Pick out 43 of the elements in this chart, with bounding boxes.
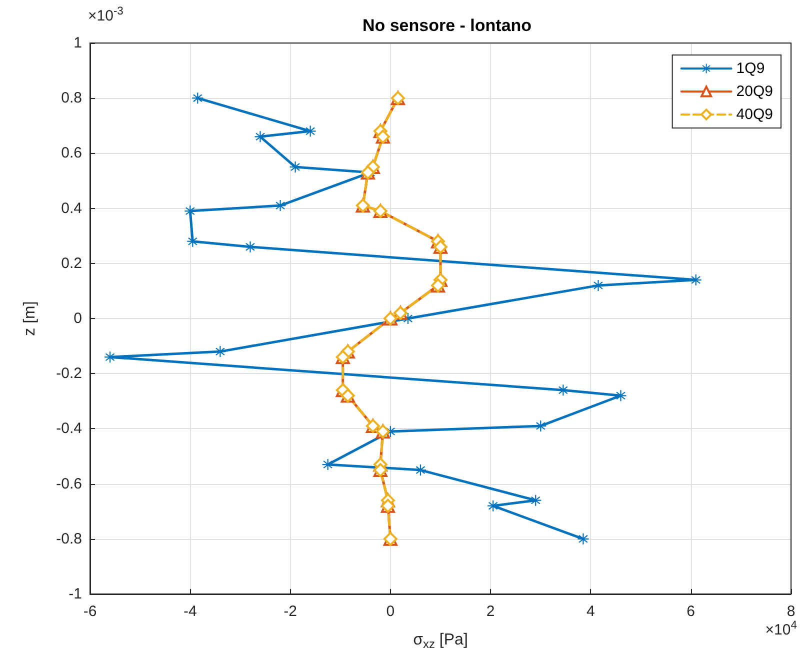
y-tick-label: -0.4 (56, 420, 82, 438)
x-tick-label: 4 (586, 603, 595, 620)
point (254, 131, 266, 142)
x-tick-label: -6 (83, 603, 97, 620)
point (290, 161, 301, 172)
point (615, 390, 626, 402)
point (244, 241, 256, 252)
y-tick-label: 1 (74, 34, 82, 52)
x-tick-label: -4 (183, 603, 197, 620)
y-tick-label: -1 (68, 586, 82, 602)
y-tick-label: -0.2 (56, 365, 82, 382)
point (690, 274, 702, 286)
x-tick-label: 0 (386, 603, 395, 620)
y-axis-title: z [m] (22, 301, 38, 336)
point (592, 280, 604, 291)
x-tick-label: 6 (686, 603, 696, 620)
point (304, 126, 316, 137)
y-tick-label: -0.6 (56, 475, 82, 492)
legend-label: 1Q9 (736, 60, 765, 77)
y-tick-label: 0.8 (61, 90, 82, 107)
point (192, 92, 204, 104)
point (530, 494, 542, 506)
point (187, 236, 198, 247)
point (414, 464, 426, 476)
legend-label: 40Q9 (736, 106, 774, 123)
point (322, 459, 334, 470)
legend-label: 20Q9 (736, 83, 774, 100)
x-tick-label: -2 (284, 603, 297, 620)
point (578, 533, 589, 544)
y-tick-label: 0 (74, 310, 82, 327)
point (104, 352, 116, 363)
point (535, 420, 546, 432)
point (274, 200, 286, 212)
y-tick-label: 0.4 (61, 200, 82, 217)
x-tick-label: 8 (786, 603, 796, 620)
y-tick-label: 0.2 (61, 254, 82, 272)
point (214, 346, 226, 358)
y-tick-label: -0.8 (56, 530, 82, 548)
chart-title: No sensore - lontano (362, 16, 532, 35)
y-tick-label: 0.6 (61, 144, 82, 162)
point (488, 500, 499, 512)
point (558, 384, 569, 396)
x-tick-label: 2 (486, 603, 495, 620)
